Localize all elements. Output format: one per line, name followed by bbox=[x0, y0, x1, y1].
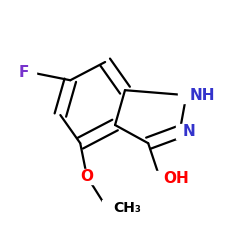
FancyBboxPatch shape bbox=[152, 170, 175, 186]
FancyBboxPatch shape bbox=[22, 65, 36, 80]
Text: NH: NH bbox=[190, 88, 215, 103]
FancyBboxPatch shape bbox=[102, 200, 125, 215]
Text: F: F bbox=[18, 65, 29, 80]
FancyBboxPatch shape bbox=[178, 88, 201, 102]
Text: CH₃: CH₃ bbox=[114, 201, 141, 215]
Text: O: O bbox=[80, 169, 94, 184]
Text: OH: OH bbox=[163, 170, 189, 186]
FancyBboxPatch shape bbox=[176, 124, 190, 139]
Text: N: N bbox=[183, 124, 196, 139]
FancyBboxPatch shape bbox=[80, 169, 94, 184]
